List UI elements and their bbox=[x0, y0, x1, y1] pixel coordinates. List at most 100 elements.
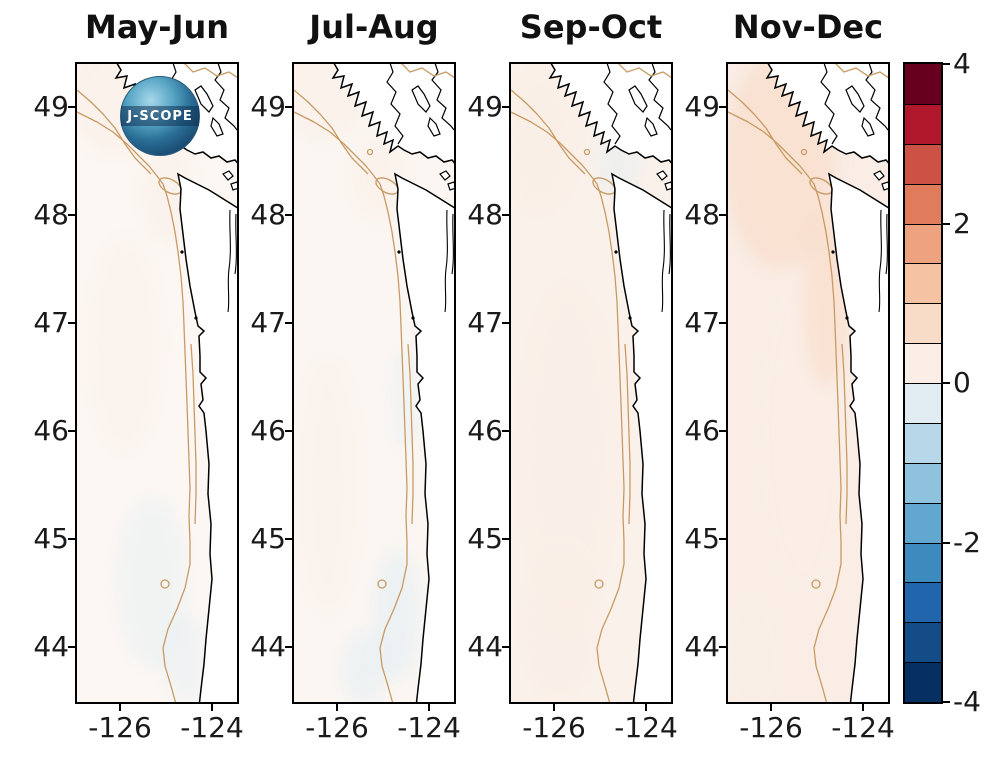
y-tick-label: 46 bbox=[250, 414, 286, 448]
y-tick-mark bbox=[719, 646, 726, 649]
y-tick-mark bbox=[285, 646, 292, 649]
y-tick-label: 47 bbox=[684, 306, 720, 340]
colorbar-segment bbox=[905, 502, 941, 544]
colorbar-tick-label: -4 bbox=[953, 685, 981, 718]
colorbar-tick-mark bbox=[943, 222, 950, 225]
y-tick-mark bbox=[719, 214, 726, 217]
map-canvas bbox=[294, 64, 454, 702]
coastline bbox=[765, 64, 888, 702]
colorbar-separator bbox=[905, 502, 941, 504]
y-tick-mark bbox=[68, 106, 75, 109]
x-tick-label: -124 bbox=[614, 711, 678, 744]
y-tick-label: 45 bbox=[250, 522, 286, 556]
colorbar-segment bbox=[905, 542, 941, 584]
y-tick-label: 48 bbox=[467, 198, 503, 232]
colorbar-segment bbox=[905, 103, 941, 145]
panel-title: May-Jun bbox=[84, 8, 230, 46]
y-tick-label: 44 bbox=[684, 630, 720, 664]
georgia-strait-contour bbox=[401, 64, 454, 79]
map-canvas bbox=[511, 64, 671, 702]
x-tick-label: -124 bbox=[831, 711, 895, 744]
colorbar-separator bbox=[905, 303, 941, 305]
colorbar-separator bbox=[905, 422, 941, 424]
y-tick-label: 44 bbox=[33, 630, 69, 664]
colorbar-separator bbox=[905, 103, 941, 105]
jscope-logo: J-SCOPE bbox=[120, 76, 200, 156]
colorbar-separator bbox=[905, 183, 941, 185]
y-tick-label: 44 bbox=[467, 630, 503, 664]
colorbar-separator bbox=[905, 462, 941, 464]
map-canvas bbox=[728, 64, 888, 702]
colorbar-separator bbox=[905, 263, 941, 265]
colorbar-segment bbox=[905, 383, 941, 424]
colorbar-segment bbox=[905, 662, 941, 702]
colorbar-segment bbox=[905, 303, 941, 345]
y-tick-label: 49 bbox=[684, 90, 720, 124]
coastline bbox=[548, 64, 671, 702]
coastline bbox=[331, 64, 454, 702]
y-tick-mark bbox=[68, 322, 75, 325]
x-tick-mark bbox=[645, 704, 647, 711]
panel-title: Nov-Dec bbox=[732, 8, 884, 46]
jscope-logo-band: J-SCOPE bbox=[121, 106, 199, 126]
georgia-strait-contour bbox=[835, 64, 888, 79]
x-tick-label: -124 bbox=[397, 711, 461, 744]
x-tick-label: -126 bbox=[305, 711, 369, 744]
x-tick-mark bbox=[770, 704, 772, 711]
georgia-strait-contour bbox=[618, 64, 671, 79]
map-panel-2 bbox=[292, 62, 456, 704]
y-tick-label: 45 bbox=[684, 522, 720, 556]
y-tick-mark bbox=[285, 214, 292, 217]
y-tick-mark bbox=[719, 322, 726, 325]
bathymetry-contours bbox=[728, 89, 848, 702]
y-tick-mark bbox=[502, 646, 509, 649]
colorbar-segment bbox=[905, 462, 941, 504]
colorbar-segment bbox=[905, 343, 941, 384]
anomaly-region bbox=[521, 550, 596, 702]
colorbar-tick-label: -2 bbox=[953, 525, 981, 559]
y-tick-label: 44 bbox=[250, 630, 286, 664]
colorbar-segment bbox=[905, 622, 941, 664]
colorbar-separator bbox=[905, 582, 941, 584]
y-tick-mark bbox=[502, 106, 509, 109]
colorbar-segment bbox=[905, 422, 941, 464]
colorbar-tick-mark bbox=[943, 63, 950, 65]
y-tick-label: 45 bbox=[33, 522, 69, 556]
y-tick-label: 48 bbox=[33, 198, 69, 232]
anomaly-region bbox=[350, 134, 406, 221]
anomaly-region bbox=[87, 236, 162, 453]
x-tick-mark bbox=[211, 704, 213, 711]
y-tick-mark bbox=[68, 430, 75, 433]
x-tick-mark bbox=[119, 704, 121, 711]
colorbar-segment bbox=[905, 183, 941, 225]
x-tick-label: -126 bbox=[739, 711, 803, 744]
jscope-logo-label: J-SCOPE bbox=[127, 108, 193, 124]
anomaly-region bbox=[517, 280, 619, 626]
colorbar-separator bbox=[905, 622, 941, 624]
y-tick-mark bbox=[285, 106, 292, 109]
x-tick-mark bbox=[428, 704, 430, 711]
colorbar-segment bbox=[905, 582, 941, 624]
y-tick-mark bbox=[502, 430, 509, 433]
y-tick-label: 48 bbox=[250, 198, 286, 232]
y-tick-mark bbox=[719, 430, 726, 433]
anomaly-region bbox=[511, 64, 582, 216]
y-tick-mark bbox=[68, 646, 75, 649]
anomaly-region bbox=[161, 614, 208, 702]
colorbar-tick-mark bbox=[943, 541, 950, 544]
colorbar-tick-label: 4 bbox=[953, 47, 971, 80]
x-tick-label: -124 bbox=[180, 711, 244, 744]
map-canvas bbox=[77, 64, 237, 702]
x-tick-label: -126 bbox=[522, 711, 586, 744]
y-tick-label: 48 bbox=[684, 198, 720, 232]
y-tick-mark bbox=[719, 106, 726, 109]
y-tick-label: 47 bbox=[250, 306, 286, 340]
y-tick-label: 47 bbox=[467, 306, 503, 340]
y-tick-mark bbox=[285, 538, 292, 541]
y-tick-mark bbox=[285, 322, 292, 325]
y-tick-mark bbox=[68, 538, 75, 541]
colorbar-separator bbox=[905, 143, 941, 145]
y-tick-mark bbox=[68, 214, 75, 217]
y-tick-label: 46 bbox=[467, 414, 503, 448]
